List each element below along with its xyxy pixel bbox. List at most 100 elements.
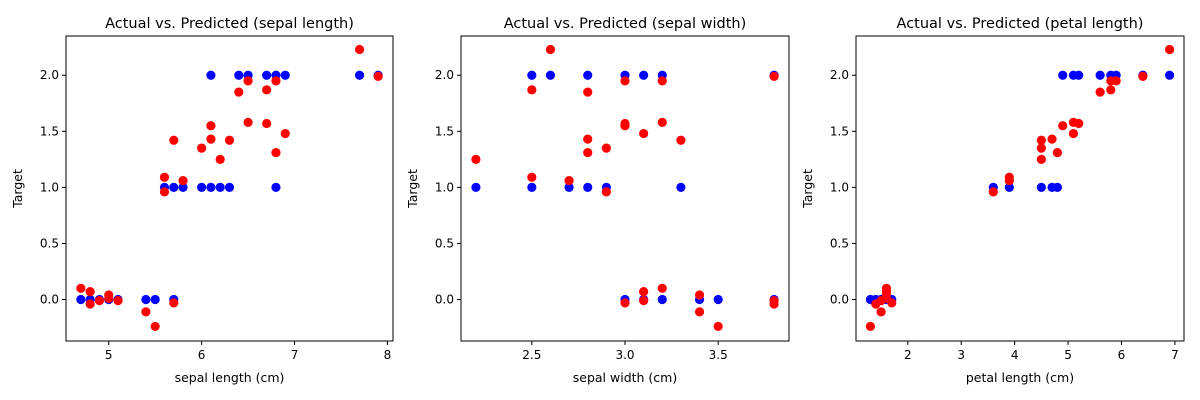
y-tick-label: 2.0 <box>830 68 849 82</box>
data-point <box>113 296 123 306</box>
data-point <box>1074 70 1084 80</box>
x-tick-label: 7 <box>291 348 299 362</box>
data-point <box>527 70 537 80</box>
data-point <box>85 299 95 309</box>
y-tick-label: 0.0 <box>435 293 454 307</box>
chart-panel-2: Actual vs. Predicted (sepal width) 2.5 3.0… <box>405 16 790 385</box>
data-point <box>1164 44 1175 55</box>
data-point <box>197 182 207 192</box>
data-point <box>224 135 235 145</box>
data-point <box>169 135 179 145</box>
x-tick-label: 5 <box>1064 348 1072 362</box>
data-point <box>243 117 253 127</box>
data-point <box>1068 128 1079 139</box>
data-point <box>215 154 225 164</box>
data-point <box>262 118 272 129</box>
data-point <box>769 299 779 309</box>
data-point <box>1074 118 1084 129</box>
chart-panel-1: Actual vs. Predicted (sepal length) 5 6 7 8 0… <box>10 16 394 385</box>
x-tick-label: 8 <box>384 348 392 362</box>
data-point <box>564 182 574 192</box>
data-point <box>1058 70 1068 80</box>
x-tick-label: 3.0 <box>615 348 634 362</box>
data-point <box>620 298 630 308</box>
y-tick-label: 0.5 <box>40 236 59 250</box>
data-point <box>1138 71 1148 81</box>
data-point <box>620 121 630 131</box>
data-point <box>639 128 649 139</box>
data-point <box>1052 182 1062 192</box>
data-point <box>1052 148 1062 158</box>
x-tick-label: 3 <box>957 348 965 362</box>
data-point <box>76 283 86 293</box>
data-point <box>876 307 886 317</box>
data-point <box>262 85 272 95</box>
data-point <box>583 182 593 192</box>
data-point <box>583 148 593 158</box>
data-point <box>471 182 481 192</box>
data-point <box>224 182 235 192</box>
data-point <box>354 70 365 80</box>
data-point <box>271 76 281 86</box>
data-point <box>639 287 649 297</box>
data-point <box>583 134 593 144</box>
x-tick-label: 4 <box>1011 348 1019 362</box>
data-point <box>1047 134 1057 144</box>
data-point <box>141 294 151 305</box>
y-tick-label: 0.5 <box>435 236 454 250</box>
data-point <box>545 44 556 55</box>
data-point <box>243 76 253 86</box>
data-point <box>150 321 160 332</box>
data-point <box>713 294 723 305</box>
data-point <box>271 148 281 158</box>
data-point <box>1004 176 1014 186</box>
plot-frame <box>855 35 1185 342</box>
data-point <box>583 70 593 80</box>
data-point <box>280 128 290 139</box>
x-axis-label: sepal width (cm) <box>573 370 677 385</box>
x-tick-label: 6 <box>198 348 206 362</box>
data-point <box>1036 143 1046 153</box>
x-tick-label: 2 <box>904 348 912 362</box>
data-point <box>150 294 160 305</box>
series-2 <box>471 44 779 332</box>
y-tick-label: 2.0 <box>40 68 59 82</box>
series-1 <box>865 70 1175 305</box>
data-point <box>141 307 151 317</box>
x-tick-label: 7 <box>1171 348 1179 362</box>
data-point <box>159 172 170 182</box>
data-point <box>1036 135 1046 145</box>
data-point <box>1095 70 1105 80</box>
data-point <box>354 44 365 55</box>
x-axis-label: sepal length (cm) <box>175 370 285 385</box>
data-point <box>865 321 876 332</box>
y-axis-label: Target <box>10 169 25 209</box>
y-tick-label: 2.0 <box>435 68 454 82</box>
data-point <box>206 121 216 131</box>
data-point <box>471 154 481 164</box>
chart-panel-3: Actual vs. Predicted (petal length) 2 3 4 5 6… <box>800 16 1185 385</box>
data-point <box>527 172 537 182</box>
data-point <box>1095 87 1105 97</box>
chart-title: Actual vs. Predicted (sepal length) <box>105 16 354 32</box>
data-point <box>639 296 649 306</box>
series-2 <box>76 44 383 332</box>
data-point <box>234 87 244 97</box>
data-point <box>620 76 630 86</box>
data-point <box>527 85 537 95</box>
data-point <box>769 71 779 81</box>
data-point <box>234 70 244 80</box>
data-point <box>280 70 290 80</box>
data-point <box>206 182 216 192</box>
data-point <box>639 70 649 80</box>
y-tick-label: 0.5 <box>830 236 849 250</box>
data-point <box>657 117 667 127</box>
y-tick-label: 1.0 <box>40 180 59 194</box>
data-point <box>601 143 611 153</box>
data-point <box>169 182 179 192</box>
data-point <box>94 296 105 306</box>
data-point <box>76 294 86 305</box>
data-point <box>1036 154 1046 164</box>
data-point <box>1164 70 1175 80</box>
data-point <box>601 187 611 197</box>
